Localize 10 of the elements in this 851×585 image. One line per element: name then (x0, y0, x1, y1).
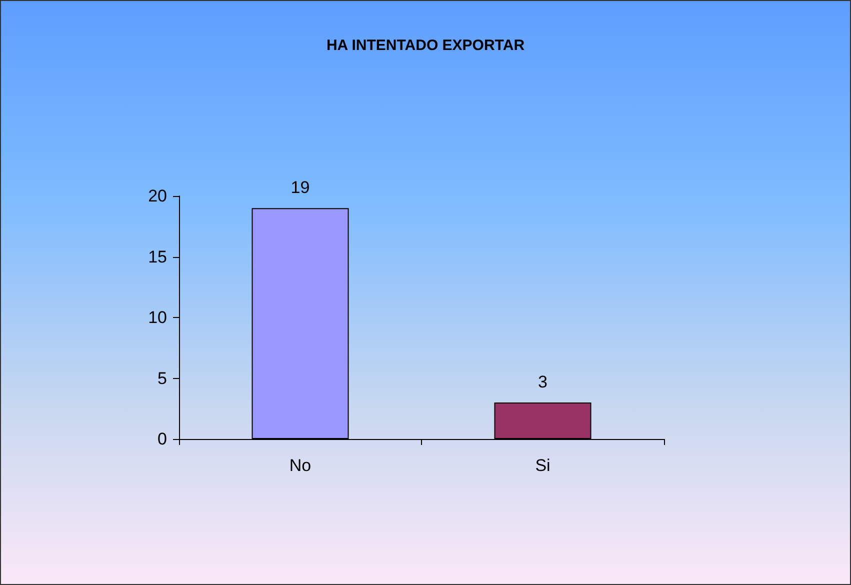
y-tick-label: 0 (158, 430, 167, 448)
chart-title: HA INTENTADO EXPORTAR (326, 37, 525, 54)
y-tick-label: 15 (148, 247, 167, 266)
data-label: 3 (538, 372, 548, 392)
y-tick-label: 5 (158, 368, 167, 388)
y-tick-label: 10 (148, 308, 167, 327)
x-tick-label: No (289, 456, 312, 475)
data-label: 19 (290, 178, 310, 198)
x-tick-label: Si (535, 456, 550, 475)
y-tick-label: 20 (148, 186, 167, 206)
